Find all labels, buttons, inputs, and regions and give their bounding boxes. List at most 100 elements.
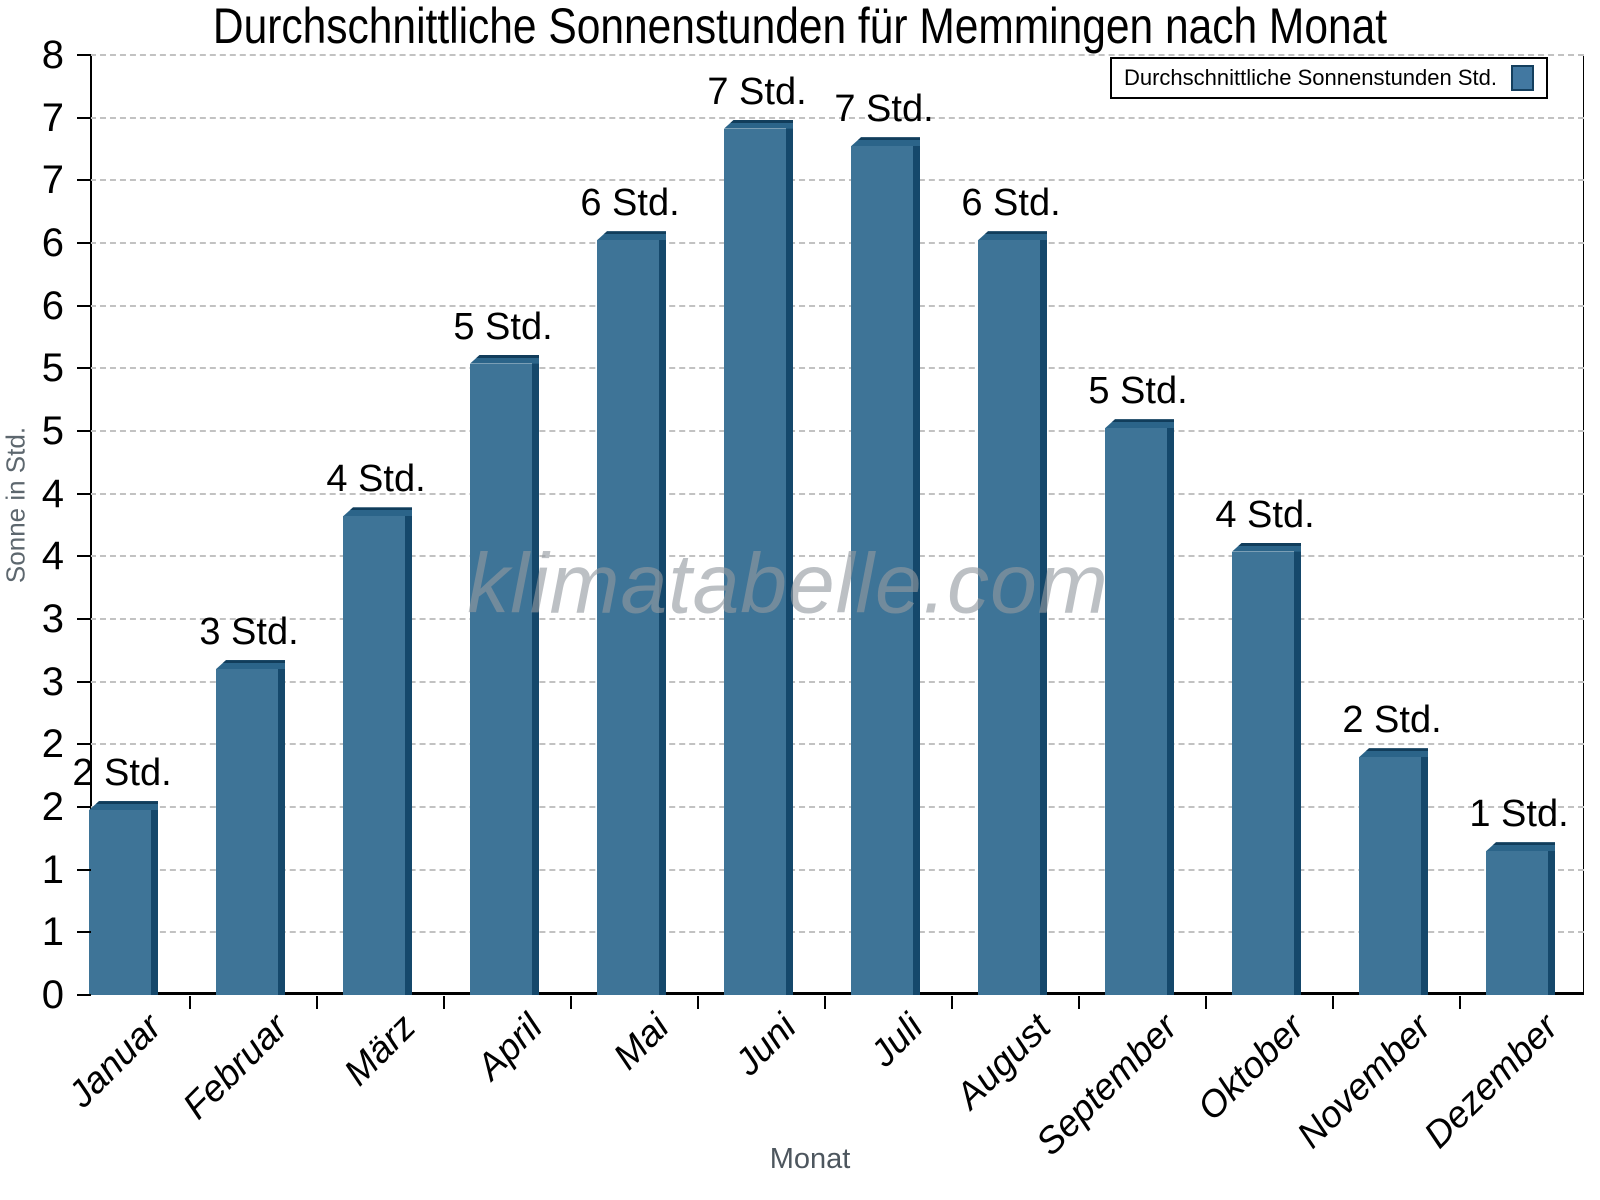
bar-side-face	[1421, 752, 1428, 995]
gridline	[90, 743, 1584, 746]
gridline	[90, 868, 1584, 871]
y-axis-tick	[77, 931, 91, 934]
bar-value-label: 2 Std.	[1342, 699, 1442, 742]
bar-value-label: 3 Std.	[199, 611, 299, 654]
gridline	[90, 304, 1584, 307]
y-tick-label: 2	[41, 722, 64, 767]
y-tick-label: 1	[41, 910, 64, 955]
bar-februar	[216, 660, 285, 995]
bar-front-face	[978, 240, 1040, 995]
bar-side-face	[278, 664, 285, 995]
x-tick-label-oktober: Oktober	[1189, 1006, 1312, 1129]
y-axis-tick	[77, 868, 91, 871]
y-axis-tick	[77, 116, 91, 119]
bar-side-face	[913, 141, 920, 995]
y-tick-label: 3	[41, 659, 64, 704]
bar-top-face	[216, 660, 285, 670]
y-axis-tick	[77, 618, 91, 620]
gridline	[90, 555, 1584, 558]
bar-side-face	[151, 805, 158, 995]
bar-front-face	[1359, 757, 1421, 995]
legend: Durchschnittliche Sonnenstunden Std.	[1109, 57, 1548, 99]
x-tick-label-august: August	[947, 1006, 1058, 1117]
bar-dezember	[1486, 842, 1555, 995]
x-axis-tick	[569, 996, 572, 1009]
bar-top-face	[1105, 419, 1174, 429]
bar-front-face	[470, 363, 532, 995]
y-axis-title: Sonne in Std.	[0, 426, 31, 584]
x-tick-label-dezember: Dezember	[1416, 1006, 1566, 1156]
y-axis-tick	[77, 242, 91, 244]
bar-top-face	[1232, 542, 1301, 552]
bar-value-label: 6 Std.	[580, 182, 680, 225]
y-axis-tick	[77, 304, 91, 307]
bar-juli	[851, 137, 920, 995]
x-axis-tick	[315, 996, 318, 1009]
bar-side-face	[1548, 846, 1555, 995]
watermark: klimatabelle.com	[467, 536, 1109, 631]
y-axis-tick	[77, 54, 91, 56]
bar-value-label: 5 Std.	[1088, 370, 1188, 413]
y-tick-label: 5	[41, 409, 64, 453]
gridline	[90, 931, 1584, 934]
legend-color-swatch-icon	[1511, 65, 1534, 91]
y-tick-label: 3	[41, 597, 64, 641]
bar-top-face	[343, 507, 412, 517]
gridline	[90, 179, 1584, 182]
gridline	[90, 492, 1584, 495]
bar-front-face	[1232, 551, 1294, 995]
y-tick-label: 6	[41, 283, 64, 328]
y-axis-tick	[77, 430, 91, 432]
gridline	[90, 680, 1584, 683]
y-tick-label: 7	[41, 95, 64, 140]
x-tick-label-juli: Juli	[862, 1006, 931, 1075]
bar-side-face	[786, 123, 793, 995]
bar-november	[1359, 748, 1428, 995]
bar-side-face	[532, 358, 539, 995]
y-axis-tick	[77, 806, 91, 808]
bar-januar	[89, 801, 158, 995]
x-axis-tick	[1458, 996, 1461, 1009]
plot-area	[90, 55, 1584, 995]
bar-side-face	[1040, 235, 1047, 995]
x-tick-label-november: November	[1289, 1006, 1439, 1156]
chart-title: Durchschnittliche Sonnenstunden für Memm…	[212, 0, 1388, 54]
bar-top-face	[851, 137, 920, 147]
bar-april	[470, 354, 539, 995]
y-axis-tick	[77, 743, 91, 746]
x-axis-tick	[1204, 996, 1207, 1009]
bar-value-label: 7 Std.	[707, 70, 807, 113]
y-tick-label: 4	[41, 471, 64, 516]
y-tick-label: 8	[41, 33, 64, 77]
y-axis-tick	[77, 367, 91, 370]
bar-side-face	[405, 511, 412, 995]
bar-front-face	[216, 669, 278, 995]
x-tick-label-märz: März	[335, 1006, 423, 1094]
y-axis-tick	[77, 555, 91, 558]
x-tick-label-juni: Juni	[726, 1006, 804, 1083]
y-tick-label: 6	[41, 221, 64, 265]
x-tick-label-mai: Mai	[605, 1006, 677, 1078]
gridline	[90, 367, 1584, 370]
gridline	[90, 430, 1584, 432]
bar-front-face	[89, 810, 151, 995]
x-axis-tick	[950, 996, 953, 1009]
x-axis-tick	[188, 996, 191, 1009]
gridline	[90, 242, 1584, 244]
bar-value-label: 2 Std.	[72, 752, 172, 795]
bar-top-face	[1359, 748, 1428, 758]
bar-front-face	[724, 128, 786, 995]
x-axis-tick	[823, 996, 826, 1009]
y-axis-tick	[77, 492, 91, 495]
x-axis-tick	[1077, 996, 1080, 1009]
bar-top-face	[724, 119, 793, 129]
y-tick-label: 5	[41, 346, 64, 391]
bar-top-face	[89, 801, 158, 811]
gridline	[90, 806, 1584, 808]
bar-value-label: 5 Std.	[453, 305, 553, 348]
bar-front-face	[597, 240, 659, 995]
y-axis-tick	[77, 680, 91, 683]
bar-front-face	[851, 146, 913, 995]
bar-oktober	[1232, 542, 1301, 995]
